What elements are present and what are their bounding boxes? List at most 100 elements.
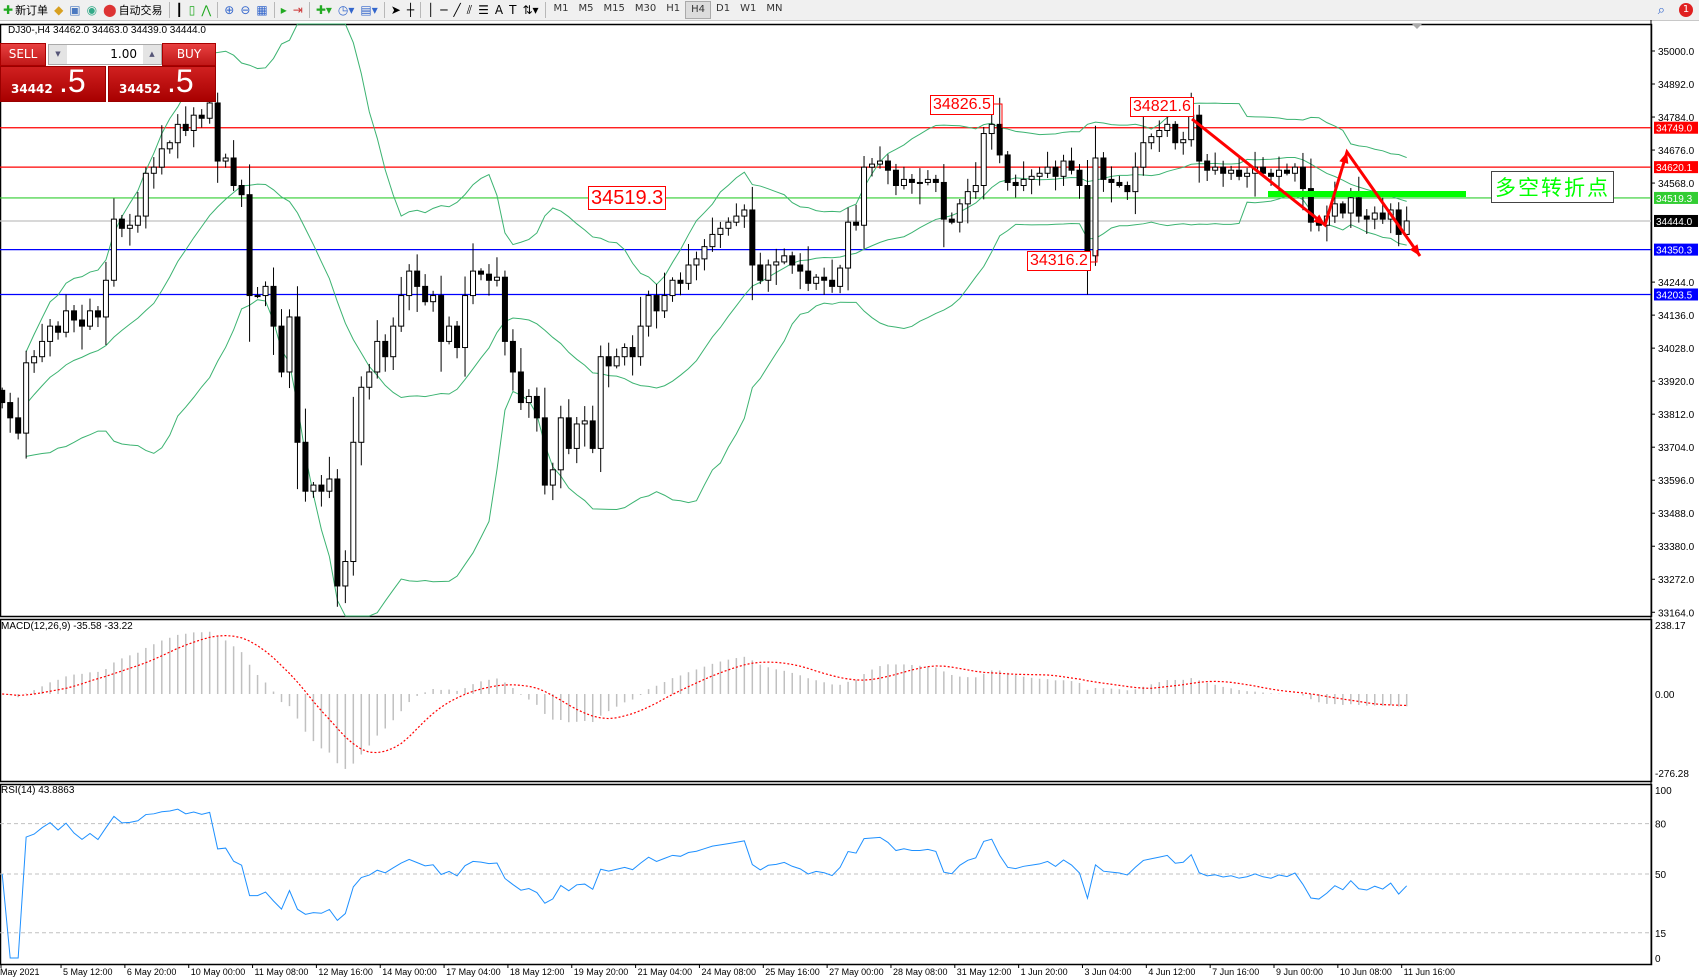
price-level-label: 34519.3 bbox=[1656, 194, 1693, 205]
search-icon[interactable]: ⌕ bbox=[1657, 2, 1665, 18]
rsi-axis-label: 15 bbox=[1655, 929, 1667, 940]
candle-bull bbox=[358, 386, 365, 443]
price-axis-label: 33812.0 bbox=[1658, 410, 1695, 421]
candle-bear bbox=[15, 417, 22, 434]
time-axis-label: May 2021 bbox=[0, 967, 40, 977]
buy-button[interactable]: BUY bbox=[162, 43, 216, 66]
high-annotation-1[interactable]: 34826.5 bbox=[930, 95, 994, 115]
candlestick-button[interactable]: ▯ bbox=[186, 1, 199, 19]
candle-bull bbox=[988, 123, 995, 135]
lot-decrease-icon[interactable]: ▼ bbox=[49, 45, 67, 64]
price-axis-label: 33488.0 bbox=[1658, 509, 1695, 520]
candle-bear bbox=[797, 264, 804, 272]
text-button[interactable]: A bbox=[492, 1, 506, 19]
templates-button[interactable]: ▤▾ bbox=[357, 1, 380, 19]
timeframe-h4[interactable]: H4 bbox=[685, 1, 712, 19]
trendline-button[interactable]: ╱ bbox=[451, 1, 464, 19]
timeframe-m15[interactable]: M15 bbox=[603, 3, 625, 14]
signals-button[interactable]: ◉ bbox=[84, 1, 100, 19]
candle-bull bbox=[1148, 136, 1155, 144]
timeframe-m30[interactable]: M30 bbox=[634, 3, 657, 14]
auto-scroll-button[interactable]: ▸ bbox=[278, 1, 290, 19]
timeframe-m1[interactable]: M1 bbox=[553, 3, 569, 14]
buy-price[interactable]: 34452 .5 bbox=[108, 63, 216, 102]
rsi-label: RSI(14) 43.8863 bbox=[1, 785, 75, 796]
price-level-label: 34350.3 bbox=[1656, 246, 1693, 257]
timeframe-w1[interactable]: W1 bbox=[740, 3, 757, 14]
candle-bull bbox=[31, 356, 38, 364]
pivot-point-label[interactable]: 多空转折点 bbox=[1491, 171, 1614, 203]
crosshair-button[interactable]: ┼ bbox=[404, 1, 417, 19]
candle-bull bbox=[725, 221, 732, 229]
horizontal-line-button[interactable]: ─ bbox=[437, 1, 450, 19]
line-chart-button[interactable]: ⋀ bbox=[198, 1, 214, 19]
equidistant-channel-button[interactable]: ⫽ bbox=[464, 1, 475, 19]
candle-bear bbox=[198, 114, 205, 119]
zoom-in-button[interactable]: ⊕ bbox=[221, 1, 237, 19]
rsi-axis-label: 0 bbox=[1655, 954, 1661, 965]
price-level-tag bbox=[1654, 243, 1698, 256]
low-annotation[interactable]: 34316.2 bbox=[1027, 251, 1091, 271]
arrows-button[interactable]: ⇅▾ bbox=[519, 1, 541, 19]
price-axis-label: 34676.0 bbox=[1658, 146, 1695, 157]
periods-button[interactable]: ◷▾ bbox=[335, 1, 358, 19]
template-icon: ▤▾ bbox=[360, 3, 378, 17]
notification-badge[interactable]: 1 bbox=[1679, 3, 1693, 17]
timeframe-mn[interactable]: MN bbox=[766, 3, 783, 14]
macd-signal-line bbox=[2, 634, 1407, 754]
auto-trading-button[interactable]: ⬤ 自动交易 bbox=[103, 3, 163, 17]
candle-bull bbox=[685, 264, 692, 284]
candle-bull bbox=[134, 215, 141, 226]
zoom-out-button[interactable]: ⊖ bbox=[237, 1, 253, 19]
candle-bear bbox=[1116, 181, 1123, 187]
candle-bull bbox=[166, 142, 173, 150]
high-annotation-2[interactable]: 34821.6 bbox=[1130, 97, 1194, 117]
navigator-button[interactable]: ▣ bbox=[66, 1, 83, 19]
sell-button[interactable]: SELL bbox=[0, 43, 46, 66]
candle-bull bbox=[661, 295, 668, 312]
timeframe-h1[interactable]: H1 bbox=[666, 3, 681, 14]
time-axis-label: 19 May 20:00 bbox=[574, 967, 629, 977]
candle-bull bbox=[1028, 175, 1035, 180]
fibonacci-button[interactable]: ☰ bbox=[475, 1, 492, 19]
tile-windows-button[interactable]: ▦ bbox=[253, 1, 270, 19]
lot-size-value[interactable]: 1.00 bbox=[110, 47, 137, 61]
time-axis-label: 12 May 16:00 bbox=[318, 967, 373, 977]
rsi-axis-label: 100 bbox=[1655, 786, 1672, 797]
time-axis-label: 31 May 12:00 bbox=[957, 967, 1012, 977]
trend-arrow-path bbox=[1191, 117, 1422, 257]
clock-icon: ◷▾ bbox=[337, 3, 355, 17]
price-level-label: 34620.1 bbox=[1656, 163, 1693, 174]
rsi-axis-label: 80 bbox=[1655, 820, 1667, 831]
new-order-button[interactable]: ✚ 新订单 bbox=[3, 3, 49, 17]
price-level-label: 34203.5 bbox=[1656, 290, 1693, 301]
cursor-button[interactable]: ➤ bbox=[388, 1, 404, 19]
candle-bear bbox=[1220, 166, 1227, 174]
candle-bear bbox=[948, 218, 955, 223]
auto-scroll-icon: ▸ bbox=[280, 3, 287, 17]
database-icon: ▣ bbox=[69, 3, 81, 17]
sell-price[interactable]: 34442 .5 bbox=[0, 63, 106, 102]
candle-bear bbox=[1283, 169, 1290, 174]
timeframe-m5[interactable]: M5 bbox=[578, 3, 594, 14]
candle-bull bbox=[190, 114, 197, 131]
vertical-line-button[interactable]: │ bbox=[424, 1, 437, 19]
text-label-button[interactable]: T bbox=[506, 1, 519, 19]
pane-frame bbox=[0, 618, 1653, 783]
time-axis-label: 11 May 08:00 bbox=[255, 967, 309, 977]
chart-shift-button[interactable]: ⇥ bbox=[290, 1, 306, 19]
divider bbox=[308, 2, 310, 18]
lot-size-field[interactable]: ▼ 1.00 ▲ bbox=[48, 44, 162, 65]
candle-bull bbox=[326, 478, 333, 492]
bar-chart-button[interactable]: ┃ bbox=[173, 1, 186, 19]
indicators-button[interactable]: ✚▾ bbox=[313, 1, 335, 19]
timeframe-d1[interactable]: D1 bbox=[716, 3, 731, 14]
price-axis-label: 33272.0 bbox=[1658, 575, 1695, 586]
market-watch-button[interactable]: ◆ bbox=[51, 1, 66, 19]
lot-increase-icon[interactable]: ▲ bbox=[143, 45, 161, 64]
candlestick-icon: ▯ bbox=[188, 3, 196, 17]
candle-bear bbox=[270, 285, 277, 327]
candle-bear bbox=[1068, 160, 1075, 171]
level-annotation[interactable]: 34519.3 bbox=[588, 186, 667, 210]
